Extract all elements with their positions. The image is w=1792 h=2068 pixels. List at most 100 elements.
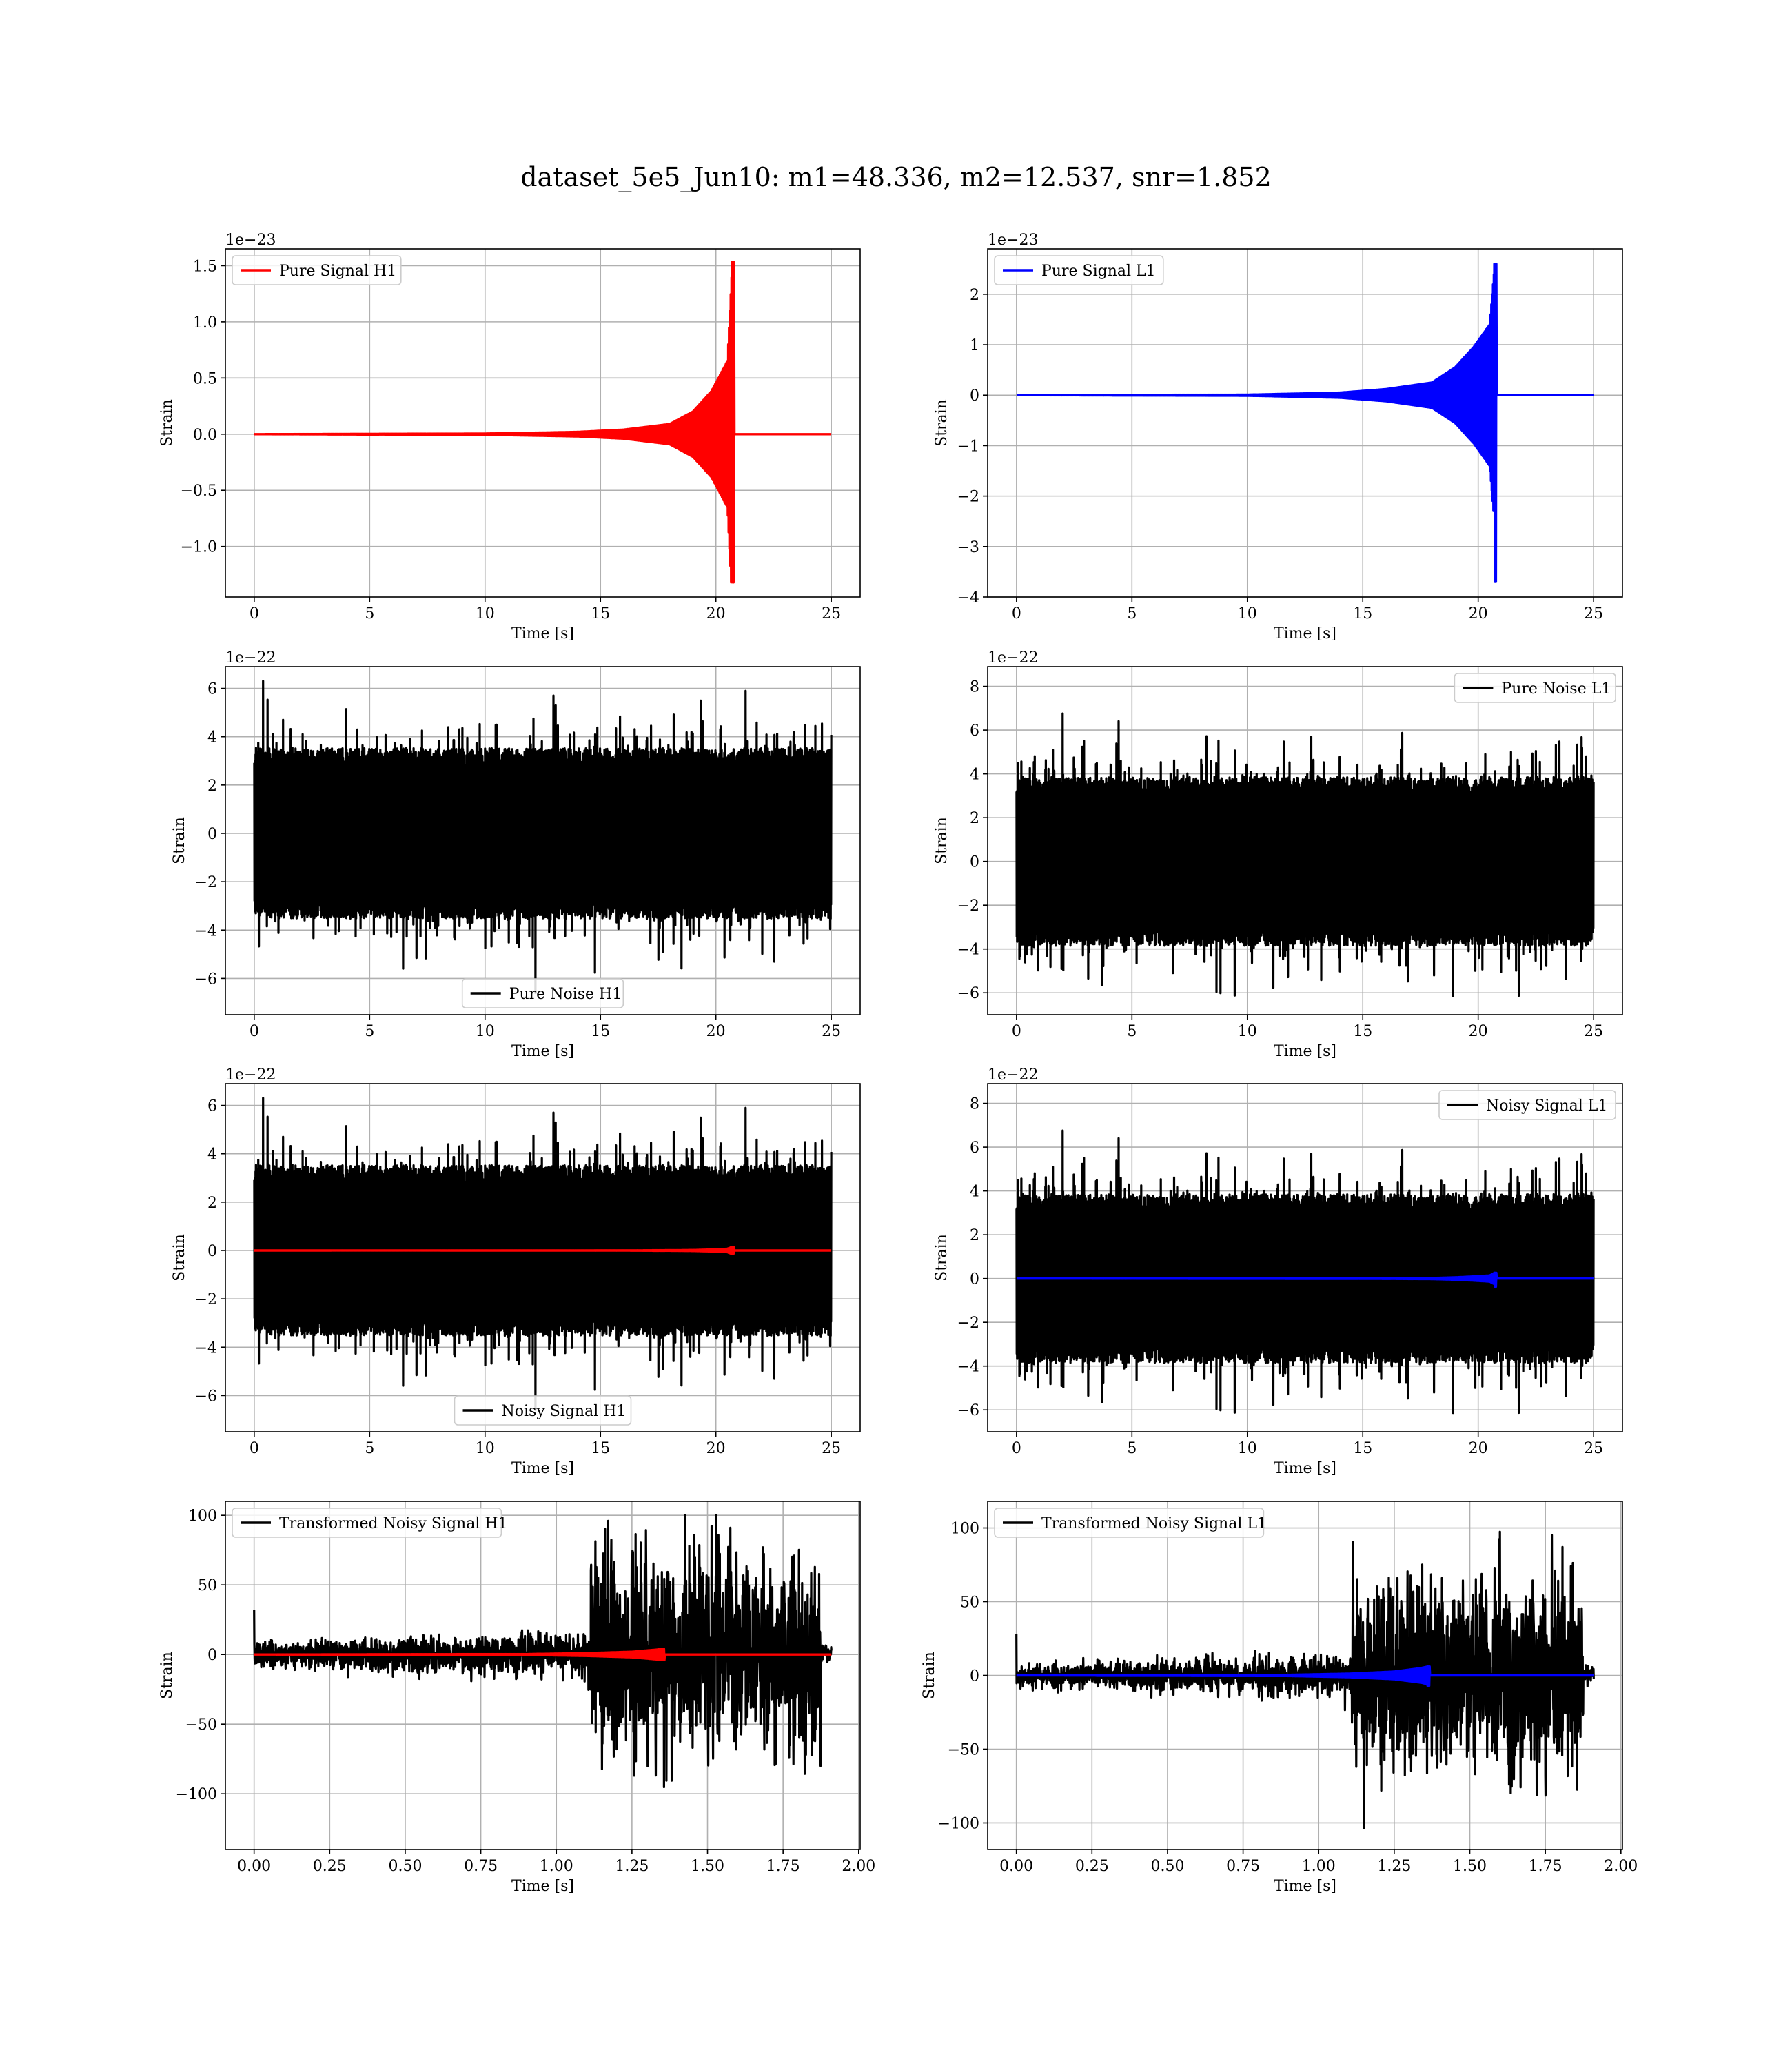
legend-label: Transformed Noisy Signal H1 [279,1515,508,1532]
x-tick-label: 1.75 [1529,1858,1562,1875]
x-tick-label: 0.00 [999,1858,1033,1875]
x-tick-label: 0 [250,605,259,622]
x-tick-label: 20 [1469,1440,1488,1457]
x-tick-label: 10 [1238,1440,1257,1457]
x-tick-label: 5 [1127,1023,1137,1040]
series-line-overlay-1 [253,1648,833,1661]
y-axis-label: Strain [933,1234,950,1281]
y-offset-text: 1e−22 [225,649,276,667]
x-tick-label: 0 [1012,605,1021,622]
y-tick-label: 8 [970,679,979,696]
legend-label: Noisy Signal H1 [502,1403,627,1420]
legend: Transformed Noisy Signal L1 [994,1508,1267,1538]
y-offset-text: 1e−23 [225,232,276,249]
y-tick-label: −2 [957,489,979,506]
subplot-pure-signal-h1: 0 5 10 15 20 25 −1.0 −0.5 0.0 0.5 1.0 1.5 Time [s] St… [159,232,861,642]
x-tick-label: 1.25 [1377,1858,1411,1875]
x-tick-label: 0.25 [313,1858,347,1875]
x-tick-label: 10 [1238,1023,1257,1040]
x-tick-label: 0.25 [1075,1858,1109,1875]
axes-frame [225,1501,861,1850]
y-tick-label: 6 [970,722,979,740]
x-tick-label: 25 [1584,1023,1603,1040]
y-tick-label: 0 [970,854,979,871]
legend: Noisy Signal L1 [1438,1090,1616,1120]
x-axis-label: Time [s] [1274,1878,1336,1895]
series-group [1015,1530,1595,1829]
legend-label: Transformed Noisy Signal L1 [1041,1515,1267,1532]
y-tick-label: −1 [957,438,979,455]
x-tick-label: 10 [1238,605,1257,622]
x-tick-label: 0 [250,1440,259,1457]
y-tick-label: 2 [970,810,979,827]
x-tick-label: 10 [476,605,495,622]
series-line-transformed-noisy-signal-h1 [253,1514,833,1789]
y-tick-label: −0.5 [181,483,217,500]
y-tick-label: −1.0 [181,539,217,556]
legend: Pure Signal H1 [232,255,402,285]
x-tick-label: 5 [365,605,374,622]
series-line-overlay-1 [1015,1271,1595,1288]
y-tick-label: −100 [938,1815,979,1832]
legend-box [232,255,402,285]
legend-box [454,1395,632,1426]
subplot-noisy-signal-l1: 0 5 10 15 20 25 −6 −4 −2 0 2 4 6 8 Time [s] Strain 1e−22… [933,1066,1623,1477]
series-group [253,1514,833,1789]
y-tick-label: −4 [195,1339,217,1357]
legend: Noisy Signal H1 [454,1395,632,1426]
series-line-noisy-signal-h1 [253,1097,833,1411]
subplot-pure-noise-l1: 0 5 10 15 20 25 −6 −4 −2 0 2 4 6 8 Time [s] Strain 1e−22… [933,649,1623,1060]
y-axis-label: Strain [171,817,188,864]
y-tick-label: 0 [207,1243,217,1260]
y-offset-text: 1e−22 [988,1066,1038,1084]
x-tick-label: 1.50 [1453,1858,1487,1875]
y-tick-label: −4 [195,922,217,940]
x-axis-label: Time [s] [1274,1460,1336,1477]
y-tick-label: 6 [970,1139,979,1157]
x-tick-label: 20 [1469,605,1488,622]
series-line-noisy-signal-l1 [1015,1129,1595,1415]
x-tick-label: 5 [365,1023,374,1040]
y-tick-label: −4 [957,589,979,607]
x-tick-label: 1.50 [691,1858,724,1875]
y-tick-label: 8 [970,1096,979,1113]
y-axis-label: Strain [171,1234,188,1281]
y-tick-label: 100 [188,1508,217,1525]
y-tick-label: 0 [207,1647,217,1664]
y-tick-label: −6 [957,985,979,1002]
legend-label: Pure Noise H1 [509,986,622,1003]
legend-box [1438,1090,1616,1120]
axes-frame [225,248,861,598]
x-axis-label: Time [s] [511,1878,574,1895]
series-line-pure-signal-l1 [1015,263,1595,583]
legend: Pure Noise L1 [1454,673,1616,703]
series-line-pure-noise-l1 [1015,712,1595,997]
series-group [253,1097,833,1411]
y-tick-label: 0.0 [193,427,217,444]
legend-box [1454,673,1616,703]
y-axis-label: Strain [933,399,950,447]
y-tick-label: 6 [207,681,217,698]
axes-frame [987,248,1623,598]
x-tick-label: 0 [1012,1023,1021,1040]
legend: Pure Signal L1 [994,255,1164,285]
x-tick-label: 20 [706,605,726,622]
y-tick-label: −2 [957,1315,979,1332]
y-tick-label: −2 [957,898,979,915]
y-tick-label: −50 [948,1741,979,1758]
y-tick-label: 2 [970,1227,979,1244]
subplot-transformed-noisy-signal-l1: 0.00 0.25 0.50 0.75 1.00 1.25 1.50 1.75 2.00 −100… [921,1501,1638,1895]
x-tick-label: 0.50 [1150,1858,1184,1875]
series-line-overlay-1 [1015,1665,1595,1687]
y-tick-label: 4 [970,1184,979,1201]
legend-label: Noisy Signal L1 [1486,1097,1607,1115]
x-tick-label: 1.00 [540,1858,573,1875]
x-tick-label: 25 [822,605,841,622]
series-group [1015,263,1595,583]
x-tick-label: 0 [250,1023,259,1040]
x-tick-label: 15 [1353,1023,1372,1040]
y-axis-label: Strain [921,1652,938,1699]
x-tick-label: 1.25 [615,1858,649,1875]
y-offset-text: 1e−23 [988,232,1038,249]
y-tick-label: −4 [957,942,979,959]
